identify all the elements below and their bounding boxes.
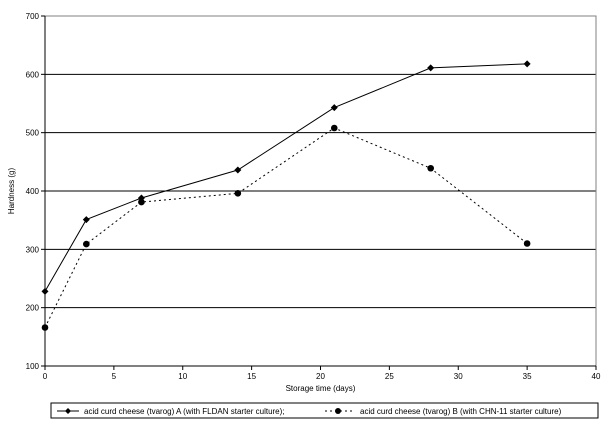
legend-label-series-a: acid curd cheese (tvarog) A (with FLDAN …: [84, 407, 285, 416]
x-tick-label-0: 0: [43, 372, 48, 381]
x-axis-title: Storage time (days): [286, 384, 356, 393]
y-tick-label-500: 500: [26, 129, 40, 138]
data-point-series-0-3: [234, 166, 242, 174]
data-point-series-0-5: [427, 64, 435, 72]
data-point-series-1-0: [41, 324, 49, 331]
data-point-series-1-5: [427, 164, 435, 172]
legend-marker-circle: [335, 408, 341, 414]
data-point-series-0-6: [523, 60, 531, 68]
x-tick-label-20: 20: [316, 372, 325, 381]
data-point-series-0-4: [330, 104, 338, 112]
y-tick-label-700: 700: [26, 12, 40, 21]
x-tick-label-30: 30: [454, 372, 463, 381]
y-tick-label-100: 100: [26, 362, 40, 371]
gridlines: [45, 15, 596, 309]
x-tick-labels: 0 5 10 15 20 25 30 35 40: [43, 372, 601, 381]
y-tick-label-600: 600: [26, 70, 40, 79]
data-point-series-1-3: [234, 190, 242, 197]
legend-marker-diamond: [65, 408, 71, 414]
data-point-series-1-2: [138, 198, 145, 206]
x-tick-label-40: 40: [592, 372, 601, 381]
x-tick-label-35: 35: [523, 372, 532, 381]
legend-box: [50, 402, 599, 419]
y-axis-title: Hardness (g): [7, 168, 16, 215]
legend-label-series-b: acid curd cheese (tvarog) B (with CHN-11…: [360, 407, 562, 416]
y-tick-labels: 100 200 300 400 500 600 700: [26, 12, 40, 371]
y-tick-label-300: 300: [26, 245, 40, 254]
axes: [41, 15, 597, 370]
x-tick-label-25: 25: [385, 372, 394, 381]
data-point-series-0-1: [82, 216, 90, 224]
series-line-0: [44, 63, 528, 292]
x-tick-label-15: 15: [247, 372, 256, 381]
data-point-series-1-1: [83, 240, 90, 248]
x-tick-label-10: 10: [178, 372, 187, 381]
y-tick-label-400: 400: [26, 187, 40, 196]
data-point-series-1-4: [330, 124, 338, 132]
legend: acid curd cheese (tvarog) A (with FLDAN …: [50, 402, 599, 419]
data-point-series-0-0: [41, 287, 49, 295]
data-point-series-1-6: [523, 240, 531, 247]
series-layer: [41, 60, 531, 331]
series-line-1: [44, 127, 528, 328]
x-tick-label-5: 5: [112, 372, 117, 381]
y-tick-label-200: 200: [26, 304, 40, 313]
